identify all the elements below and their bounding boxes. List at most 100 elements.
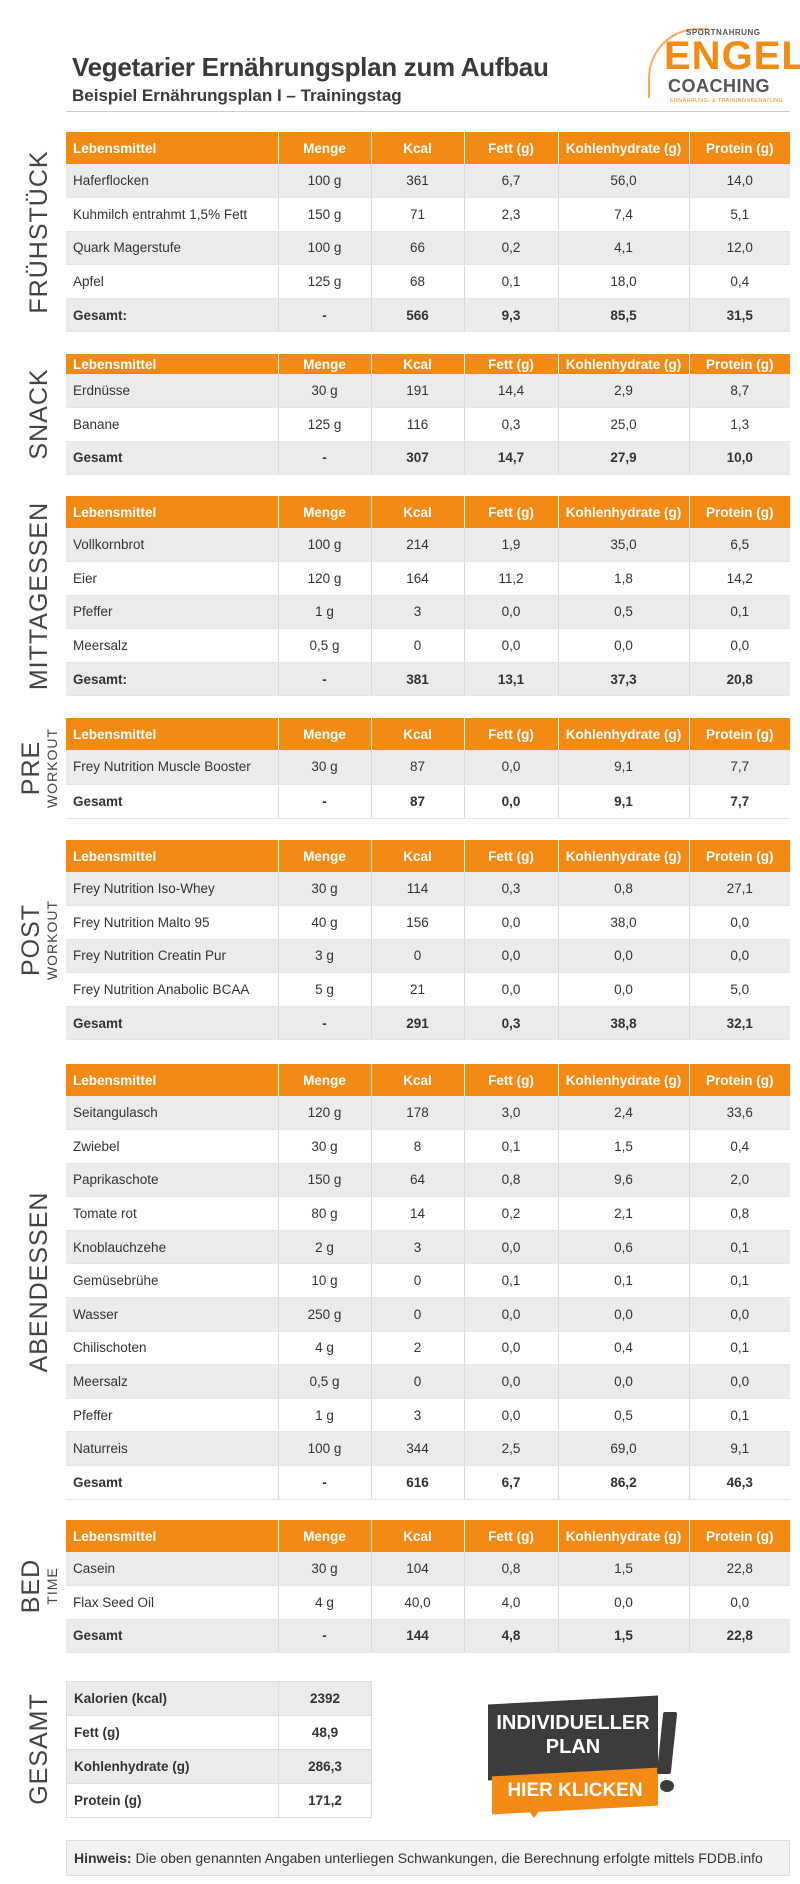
total-cell: 37,3 — [558, 662, 690, 697]
table-row: Naturreis 100 g 344 2,5 69,0 9,1 — [66, 1431, 790, 1467]
table-cell: 0 — [371, 1297, 465, 1332]
table-cell: 0 — [371, 1263, 465, 1299]
preworkout-label-small: WORKOUT — [44, 727, 60, 809]
bedtime-table: Lebensmittel Menge Kcal Fett (g) Kohlenhydra… — [66, 1520, 790, 1654]
table-cell: 178 — [371, 1096, 465, 1131]
cta-dark-banner[interactable]: INDIVIDUELLER PLAN — [488, 1695, 658, 1781]
column-header: Menge — [278, 840, 372, 872]
hint-label: Hinweis: — [74, 1850, 132, 1866]
table-cell: 0,0 — [464, 1398, 559, 1433]
table-cell: 8,7 — [689, 374, 790, 409]
table-cell: 4 g — [278, 1585, 372, 1620]
table-cell: 120 g — [278, 561, 372, 596]
table-cell: Kuhmilch entrahmt 1,5% Fett — [66, 197, 279, 232]
total-cell: Gesamt — [66, 784, 279, 819]
fruehstueck-table: Lebensmittel Menge Kcal Fett (g) Kohlenhydra… — [66, 132, 790, 333]
total-cell: 10,0 — [689, 441, 790, 476]
total-cell: 7,7 — [689, 784, 790, 819]
engel-coaching-logo[interactable]: SPORTNAHRUNG ENGEL COACHING ERNÄHRUNG- &… — [648, 14, 800, 106]
logo-main-text: ENGEL — [664, 34, 800, 78]
table-cell: 0,8 — [464, 1163, 559, 1198]
table-header-row: Lebensmittel Menge Kcal Fett (g) Kohlenhydra… — [66, 132, 790, 164]
table-row: Eier 120 g 164 11,2 1,8 14,2 — [66, 561, 790, 596]
column-header: Fett (g) — [464, 132, 559, 164]
table-cell: 1 g — [278, 595, 372, 630]
total-cell: - — [278, 1619, 372, 1654]
table-cell: 214 — [371, 528, 465, 563]
table-cell: 150 g — [278, 197, 372, 232]
snack-table: Lebensmittel Menge Kcal Fett (g) Kohlenhydra… — [66, 354, 790, 476]
total-cell: 0,0 — [464, 784, 559, 819]
mittagessen-side-label: MITTAGESSEN — [18, 496, 60, 696]
total-cell: 566 — [371, 298, 465, 333]
table-cell: 0,0 — [558, 1585, 690, 1620]
column-header: Protein (g) — [689, 496, 790, 528]
column-header: Fett (g) — [464, 840, 559, 872]
cta-line1: INDIVIDUELLER — [496, 1712, 650, 1734]
table-cell: 2,9 — [558, 374, 690, 409]
total-cell: 38,8 — [558, 1006, 690, 1041]
meal-section-mittagessen: MITTAGESSEN Lebensmittel Menge Kcal Fett (g)… — [0, 496, 800, 697]
total-cell: Gesamt — [66, 1006, 279, 1041]
table-cell: 2,1 — [558, 1196, 690, 1231]
meal-section-fruehstueck: FRÜHSTÜCK Lebensmittel Menge Kcal Fett (g) Ko… — [0, 132, 800, 333]
table-cell: 14 — [371, 1196, 465, 1231]
column-header: Fett (g) — [464, 496, 559, 528]
table-cell: 3,0 — [464, 1096, 559, 1131]
table-cell: 14,2 — [689, 561, 790, 596]
table-cell: Paprikaschote — [66, 1163, 279, 1198]
summary-row: Protein (g) 171,2 — [66, 1783, 372, 1818]
total-cell: 381 — [371, 662, 465, 697]
total-cell: 86,2 — [558, 1465, 690, 1500]
table-row: Frey Nutrition Anabolic BCAA 5 g 21 0,0 0,0 5… — [66, 972, 790, 1007]
postworkout-label-small: WORKOUT — [44, 899, 60, 981]
snack-side-label: SNACK — [18, 354, 60, 475]
table-cell: 0,0 — [689, 939, 790, 974]
table-cell: 0,0 — [689, 628, 790, 663]
column-header: Menge — [278, 354, 372, 374]
table-cell: 1,8 — [558, 561, 690, 596]
table-cell: 4,1 — [558, 231, 690, 266]
table-cell: 0,0 — [464, 972, 559, 1007]
column-header: Lebensmittel — [66, 132, 279, 164]
column-header: Menge — [278, 718, 372, 750]
column-header: Kcal — [371, 132, 465, 164]
table-cell: 30 g — [278, 872, 372, 907]
table-cell: Quark Magerstufe — [66, 231, 279, 266]
table-cell: 0,0 — [464, 939, 559, 974]
gesamt-label: GESAMT — [25, 1693, 53, 1805]
table-cell: Meersalz — [66, 1364, 279, 1399]
table-cell: 35,0 — [558, 528, 690, 563]
table-cell: Pfeffer — [66, 595, 279, 630]
column-header: Protein (g) — [689, 718, 790, 750]
table-row: Casein 30 g 104 0,8 1,5 22,8 — [66, 1552, 790, 1587]
table-cell: 22,8 — [689, 1552, 790, 1587]
hier-klicken-button[interactable]: HIER KLICKEN — [492, 1767, 658, 1815]
summary-value: 286,3 — [278, 1749, 372, 1784]
table-cell: 0,2 — [464, 231, 559, 266]
table-cell: 0,5 g — [278, 1364, 372, 1399]
abendessen-table: Lebensmittel Menge Kcal Fett (g) Kohlenhydra… — [66, 1064, 790, 1500]
table-cell: 125 g — [278, 407, 372, 442]
column-header: Kohlenhydrate (g) — [558, 718, 690, 750]
table-cell: 0 — [371, 1364, 465, 1399]
column-header: Lebensmittel — [66, 1064, 279, 1096]
table-cell: Wasser — [66, 1297, 279, 1332]
table-cell: Banane — [66, 407, 279, 442]
bedtime-label: BED — [17, 1559, 45, 1614]
table-total-row: Gesamt -307 14,7 27,9 10,0 — [66, 441, 790, 476]
table-cell: Frey Nutrition Creatin Pur — [66, 939, 279, 974]
table-cell: 0,1 — [464, 264, 559, 299]
individual-plan-cta[interactable]: INDIVIDUELLER PLAN HIER KLICKEN — [488, 1695, 678, 1820]
summary-label: Kohlenhydrate (g) — [66, 1749, 279, 1784]
total-cell: - — [278, 298, 372, 333]
table-cell: Meersalz — [66, 628, 279, 663]
table-row: Kuhmilch entrahmt 1,5% Fett 150 g 71 2,3 7,4… — [66, 197, 790, 232]
table-cell: 0,8 — [558, 872, 690, 907]
column-header: Lebensmittel — [66, 354, 279, 374]
table-cell: 0,0 — [464, 595, 559, 630]
table-cell: 71 — [371, 197, 465, 232]
table-cell: Haferflocken — [66, 164, 279, 199]
table-cell: 30 g — [278, 750, 372, 785]
table-cell: 0,6 — [558, 1230, 690, 1265]
